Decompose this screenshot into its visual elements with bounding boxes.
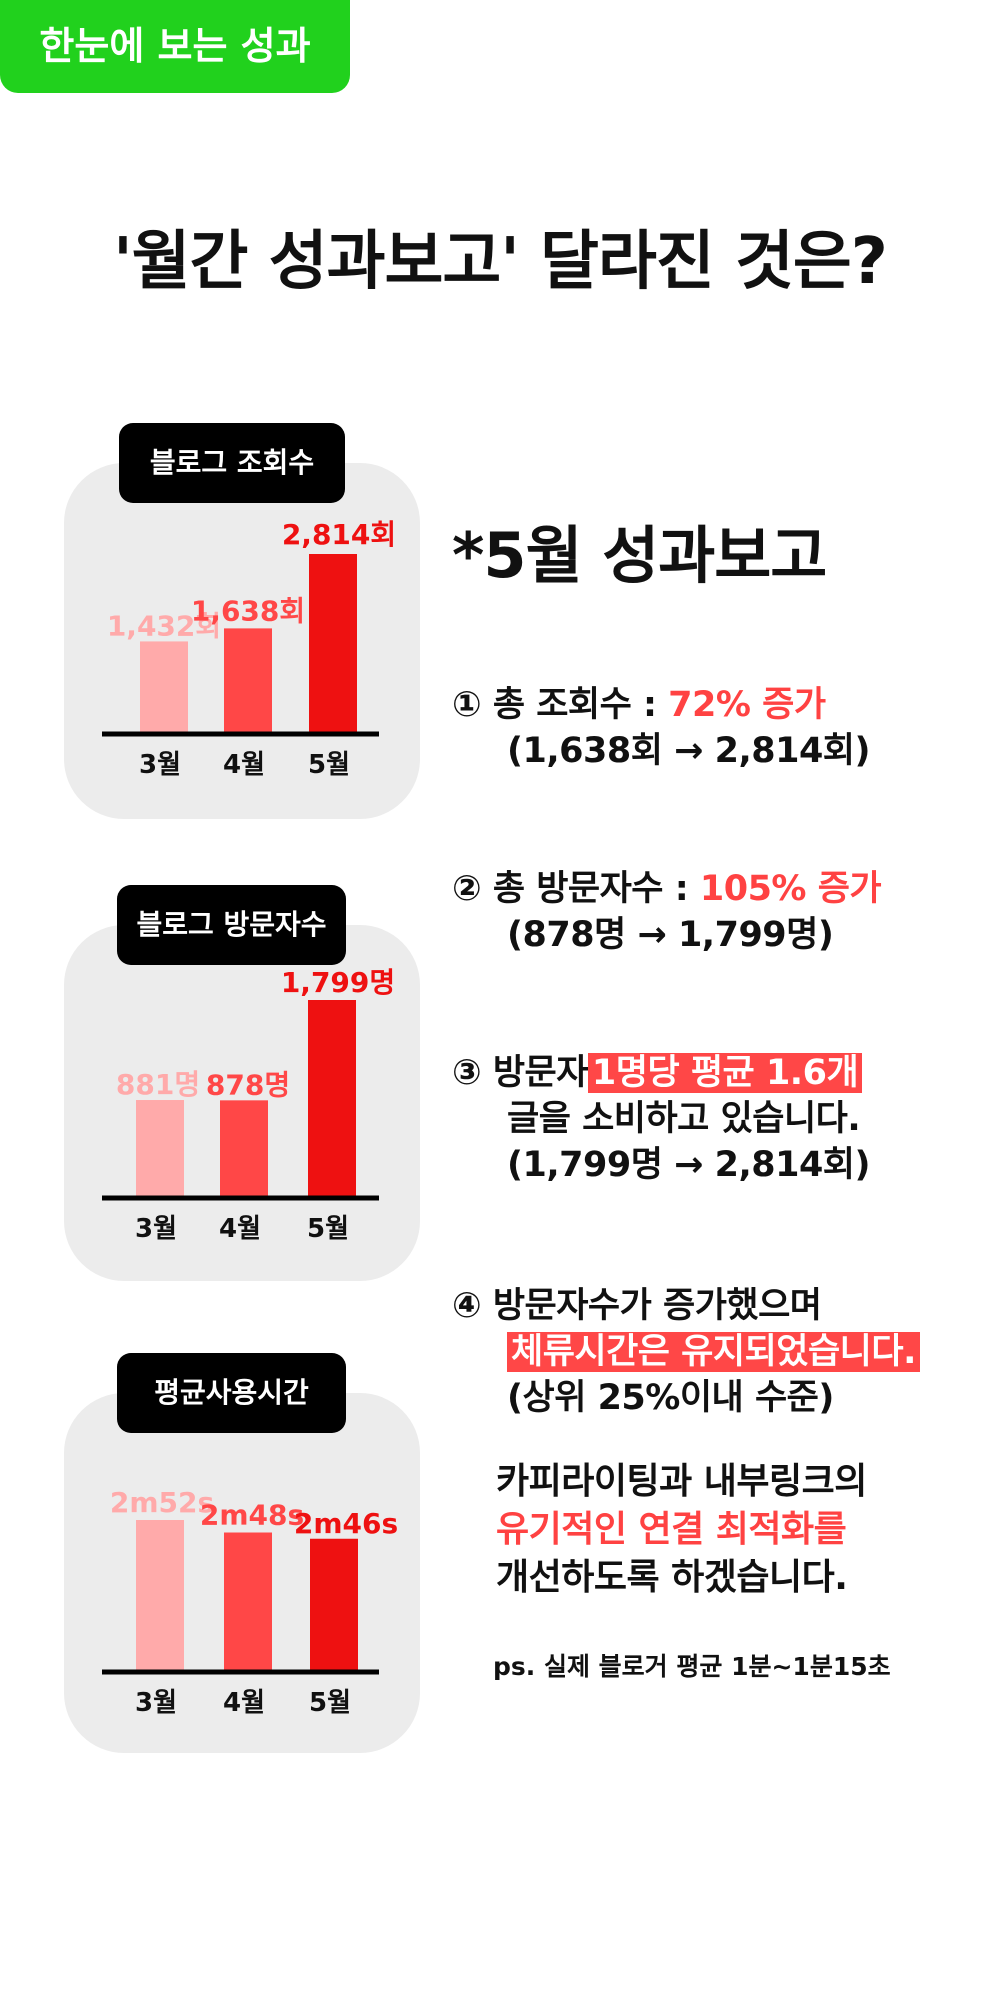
closing-statement: 카피라이팅과 내부링크의 유기적인 연결 최적화를 개선하도록 하겠습니다. bbox=[496, 1458, 867, 1602]
x-tick-label: 3월 bbox=[139, 750, 181, 780]
item3-line2: 글을 소비하고 있습니다. bbox=[507, 1099, 861, 1139]
bar-4-month bbox=[220, 1100, 268, 1196]
x-tick-label: 4월 bbox=[223, 750, 265, 780]
x-tick-label: 5월 bbox=[307, 1214, 349, 1244]
item1-prefix: ① 총 조회수 : bbox=[452, 685, 669, 725]
report-item-3: ③ 방문자 1명당 평균 1.6개 글을 소비하고 있습니다. (1,799명 →… bbox=[452, 1050, 871, 1188]
bar-5-month bbox=[310, 1538, 358, 1670]
chart-label-views: 블로그 조회수 bbox=[119, 423, 345, 503]
ps-note: ps. 실제 블로거 평균 1분~1분15초 bbox=[493, 1652, 891, 1681]
x-tick-label: 5월 bbox=[309, 1688, 351, 1718]
section-badge: 한눈에 보는 성과 bbox=[0, 0, 350, 93]
data-label: 1,638회 bbox=[191, 594, 305, 627]
item1-emphasis: 72% 증가 bbox=[668, 685, 826, 725]
item3-detail: (1,799명 → 2,814회) bbox=[507, 1145, 871, 1185]
x-tick-label: 5월 bbox=[308, 750, 350, 780]
report-item-1: ① 총 조회수 : 72% 증가 (1,638회 → 2,814회) bbox=[452, 682, 871, 774]
report-item-2: ② 총 방문자수 : 105% 증가 (878명 → 1,799명) bbox=[452, 866, 882, 958]
chart-label-visitors: 블로그 방문자수 bbox=[117, 885, 346, 965]
chart-card-avg-time: 2m52s 3월 2m48s 4월 2m46s 5월 bbox=[64, 1393, 420, 1753]
item2-detail: (878명 → 1,799명) bbox=[507, 915, 834, 955]
x-tick-label: 4월 bbox=[223, 1688, 265, 1718]
data-label: 2m52s bbox=[110, 1486, 214, 1519]
bar-3-month bbox=[136, 1100, 184, 1196]
item3-prefix: ③ 방문자 bbox=[452, 1053, 588, 1093]
x-tick-label: 4월 bbox=[219, 1214, 261, 1244]
data-label: 1,432회 bbox=[107, 609, 221, 642]
data-label: 1,799명 bbox=[281, 966, 395, 999]
page-title: '월간 성과보고' 달라진 것은? bbox=[113, 225, 888, 299]
x-tick-label: 3월 bbox=[135, 1214, 177, 1244]
visitors-bar-chart: 881명 3월 878명 4월 1,799명 5월 bbox=[102, 966, 395, 1244]
chart-label-avg-time: 평균사용시간 bbox=[117, 1353, 346, 1433]
item4-highlight: 체류시간은 유지되었습니다. bbox=[507, 1332, 920, 1372]
item2-emphasis: 105% 증가 bbox=[699, 869, 882, 909]
data-label: 881명 bbox=[116, 1068, 200, 1101]
bar-3-month bbox=[140, 641, 188, 732]
closing-line3: 개선하도록 하겠습니다. bbox=[496, 1557, 848, 1598]
data-label: 2m48s bbox=[200, 1499, 304, 1532]
data-label: 2,814회 bbox=[282, 518, 396, 551]
report-item-4: ④ 방문자수가 증가했으며 체류시간은 유지되었습니다. (상위 25%이내 수… bbox=[452, 1283, 920, 1421]
chart-card-visitors: 881명 3월 878명 4월 1,799명 5월 bbox=[64, 925, 420, 1281]
data-label: 878명 bbox=[206, 1068, 290, 1101]
item2-prefix: ② 총 방문자수 : bbox=[452, 869, 700, 909]
bar-4-month bbox=[224, 1532, 272, 1670]
item3-highlight: 1명당 평균 1.6개 bbox=[587, 1053, 863, 1093]
data-label: 2m46s bbox=[294, 1507, 398, 1540]
closing-emphasis: 유기적인 연결 최적화를 bbox=[496, 1509, 847, 1550]
bar-4-month bbox=[224, 628, 272, 732]
views-bar-chart: 1,432회 3월 1,638회 4월 2,814회 5월 bbox=[102, 518, 396, 780]
item4-line1: ④ 방문자수가 증가했으며 bbox=[452, 1286, 822, 1326]
avg-time-bar-chart: 2m52s 3월 2m48s 4월 2m46s 5월 bbox=[102, 1486, 398, 1718]
chart-card-views: 1,432회 3월 1,638회 4월 2,814회 5월 bbox=[64, 463, 420, 819]
item4-detail: (상위 25%이내 수준) bbox=[507, 1378, 834, 1418]
x-tick-label: 3월 bbox=[135, 1688, 177, 1718]
report-title: *5월 성과보고 bbox=[452, 519, 827, 592]
bar-5-month bbox=[308, 1000, 356, 1196]
closing-line1: 카피라이팅과 내부링크의 bbox=[496, 1461, 867, 1502]
bar-3-month bbox=[136, 1520, 184, 1670]
item1-detail: (1,638회 → 2,814회) bbox=[507, 731, 871, 771]
bar-5-month bbox=[309, 554, 357, 732]
